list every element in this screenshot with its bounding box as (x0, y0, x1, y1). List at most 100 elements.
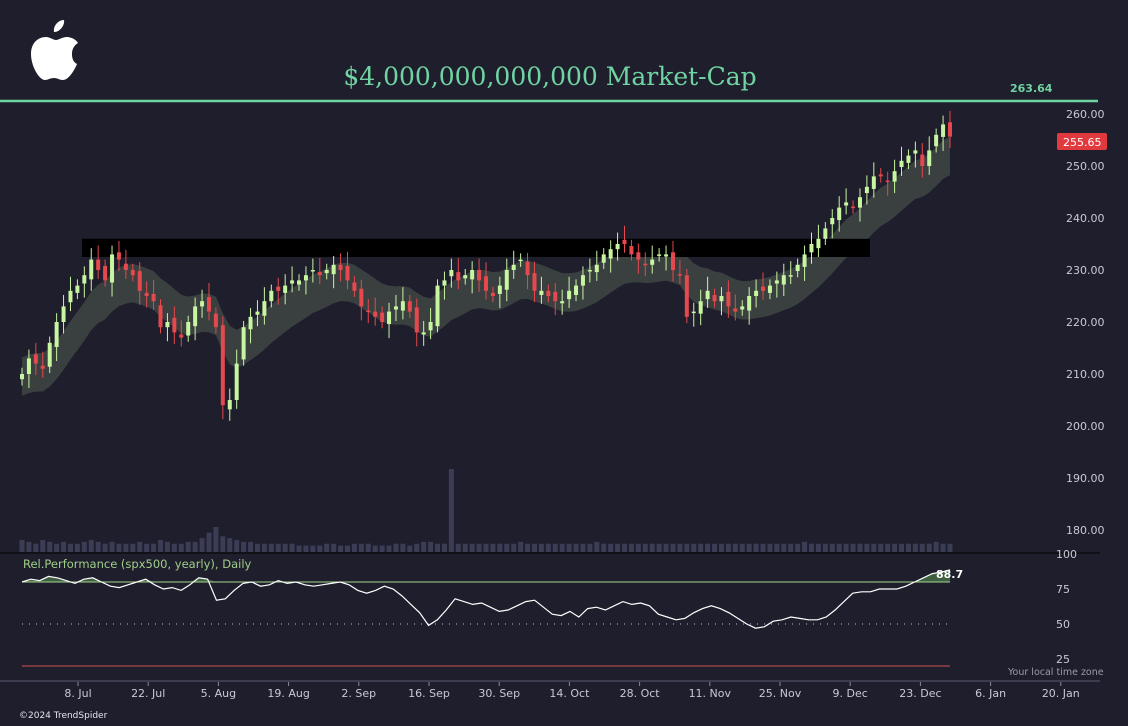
candle-body (47, 342, 52, 367)
target-price-label: 263.64 (1010, 82, 1053, 95)
candle-body (622, 239, 627, 244)
candle-body (830, 218, 835, 225)
volume-bar (81, 541, 87, 553)
y-tick-label: 220.00 (1066, 316, 1105, 329)
volume-bar (248, 541, 254, 553)
candle-body (691, 311, 696, 314)
volume-bar (344, 545, 350, 553)
volume-bar (857, 543, 863, 553)
candle-body (705, 290, 710, 300)
volume-bar (573, 543, 579, 553)
copyright-text: ©2024 TrendSpider (19, 711, 108, 721)
candle-body (116, 252, 121, 260)
candle-body (719, 296, 724, 302)
volume-bar (386, 545, 392, 553)
candle-body (303, 275, 308, 281)
volume-bar (864, 543, 870, 553)
candle-body (788, 275, 793, 277)
candle-body (601, 254, 606, 263)
volume-bar (698, 543, 704, 553)
candle-body (255, 311, 260, 315)
volume-bar (815, 543, 821, 553)
volume-bar (808, 543, 814, 553)
candle-body (20, 374, 24, 380)
moving-average-band (22, 136, 950, 396)
volume-bar (635, 543, 641, 553)
y-tick-label: 230.00 (1066, 264, 1105, 277)
volume-bar (74, 543, 80, 553)
volume-bar (795, 543, 801, 553)
candle-body (906, 155, 911, 163)
rel-last-value: 88.7 (936, 568, 963, 581)
volume-bar (933, 541, 939, 553)
y-tick-label: 240.00 (1066, 212, 1105, 225)
candle-body (712, 294, 717, 302)
candle-body (774, 280, 779, 284)
volume-bar (476, 543, 482, 553)
volume-bar (158, 540, 164, 553)
candle-body (407, 301, 412, 312)
volume-bar (677, 543, 683, 553)
volume-bar (940, 543, 946, 553)
candle-body (366, 310, 371, 313)
y-tick-label: 250.00 (1066, 160, 1105, 173)
candle-body (435, 285, 440, 327)
candle-body (594, 264, 599, 273)
candle-body (200, 301, 205, 307)
volume-bar (102, 543, 108, 553)
volume-bar (802, 541, 808, 553)
volume-bar (303, 545, 309, 553)
volume-bar (497, 543, 503, 553)
rel-y-tick-label: 50 (1056, 618, 1070, 631)
volume-bar (351, 543, 357, 553)
candle-body (608, 249, 613, 259)
candle-body (234, 363, 239, 400)
candle-body (948, 122, 952, 137)
candle-body (560, 301, 565, 304)
volume-bar (504, 543, 510, 553)
candle-body (941, 124, 946, 137)
volume-bar (414, 543, 420, 553)
candle-body (470, 270, 475, 280)
last-price-value: 255.65 (1063, 136, 1102, 149)
x-tick-label: 25. Nov (759, 687, 802, 700)
candle-body (269, 290, 274, 302)
candle-body (802, 254, 807, 267)
candle-body (885, 180, 890, 183)
volume-bar (615, 543, 621, 553)
candle-body (68, 290, 73, 303)
volume-bar (317, 545, 323, 553)
volume-bar (538, 543, 544, 553)
candle-body (899, 160, 904, 168)
candle-body (144, 292, 149, 296)
volume-bar (171, 543, 177, 553)
volume-bar (788, 543, 794, 553)
volume-bar (178, 543, 184, 553)
volume-bar (116, 543, 122, 553)
candle-body (241, 327, 246, 360)
rel-performance-line (21, 569, 951, 629)
volume-bar (137, 541, 143, 553)
volume-bar (26, 541, 32, 553)
candle-body (82, 275, 87, 284)
candle-body (657, 254, 662, 256)
candle-body (615, 244, 620, 250)
candle-body (477, 270, 482, 281)
x-tick-label: 19. Aug (267, 687, 309, 700)
candle-body (352, 282, 357, 291)
candle-body (934, 134, 939, 147)
candle-body (123, 263, 128, 270)
price-candles (20, 110, 952, 421)
candle-body (684, 275, 689, 317)
candle-body (297, 280, 302, 285)
candle-body (781, 275, 786, 285)
volume-bar (164, 541, 170, 553)
volume-bar (559, 543, 565, 553)
timezone-label[interactable]: Your local time zone (1008, 667, 1104, 678)
candle-body (40, 365, 45, 369)
candle-body (89, 259, 94, 280)
volume-bar (663, 543, 669, 553)
candle-body (532, 273, 537, 291)
volume-bar (67, 543, 73, 553)
